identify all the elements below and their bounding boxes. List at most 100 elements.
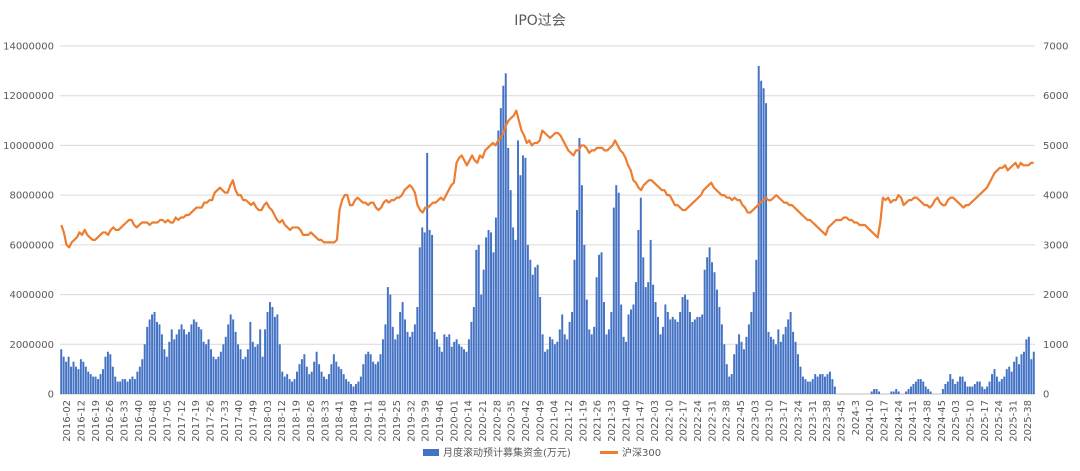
bar (674, 319, 677, 394)
bar (200, 329, 203, 394)
bar-series (60, 65, 1035, 395)
x-tick-label: 2023-38 (822, 400, 833, 442)
bar (504, 73, 507, 394)
bar (1025, 339, 1028, 394)
bar (701, 314, 704, 394)
bar (350, 384, 352, 394)
bar (681, 297, 684, 394)
bar (784, 326, 787, 394)
x-tick-label: 2016-48 (148, 400, 159, 442)
bar (814, 374, 817, 394)
bar (423, 232, 426, 394)
x-tick-label: 2020-01 (449, 400, 460, 442)
bar (944, 384, 947, 394)
bar (571, 311, 574, 394)
bar (227, 324, 230, 394)
bar (389, 294, 392, 394)
bar (362, 364, 365, 394)
x-tick-label: 2022-10 (664, 400, 675, 442)
bar (111, 366, 114, 394)
bar (288, 379, 291, 394)
bar (892, 391, 895, 394)
bar (946, 381, 949, 394)
bar (394, 339, 397, 394)
bar (873, 389, 876, 394)
bar (1013, 361, 1016, 394)
bar (239, 349, 242, 394)
bar (84, 366, 87, 394)
bar (914, 381, 917, 394)
bar (381, 339, 384, 394)
bar (696, 316, 699, 394)
bar (593, 326, 596, 394)
bar (1003, 376, 1006, 394)
bar (74, 366, 77, 394)
bar (691, 321, 694, 394)
x-tick-label: 2023-24 (793, 400, 804, 442)
x-axis-ticks: 2016-02 2016-12 2016-19 2016-26 2016-33 2016-… (62, 400, 1034, 442)
bar (703, 269, 706, 394)
bar (929, 391, 932, 394)
x-tick-label: 2022-45 (736, 400, 747, 442)
bar (141, 359, 144, 394)
bar (133, 379, 136, 394)
bar (94, 376, 97, 394)
bar (949, 374, 952, 394)
bar (551, 339, 554, 394)
bar (131, 376, 134, 394)
bar (458, 344, 461, 394)
bar (178, 329, 181, 394)
bar (718, 307, 721, 394)
bar (244, 356, 247, 394)
bar (109, 354, 112, 394)
bar (293, 379, 296, 394)
bar (723, 344, 726, 394)
bar (499, 108, 502, 394)
bar (470, 321, 473, 394)
bar (347, 381, 350, 394)
bar (291, 381, 294, 394)
bar (136, 371, 139, 394)
bar (490, 232, 492, 394)
x-tick-label: 2018-33 (320, 400, 331, 442)
left-tick-label: 4000000 (9, 290, 54, 301)
bar (688, 311, 691, 394)
bar (912, 384, 915, 394)
bar (323, 376, 325, 394)
bar (585, 299, 588, 394)
left-tick-label: 12000000 (3, 91, 54, 102)
bar (146, 326, 149, 394)
x-tick-label: 2021-26 (593, 400, 604, 442)
bar (661, 326, 664, 394)
bar (512, 227, 515, 394)
legend-label-bar: 月度滚动预计募集资金(万元) (443, 446, 571, 459)
bar (600, 252, 603, 394)
bar (180, 324, 183, 394)
x-tick-label: 2017-26 (206, 400, 217, 442)
bar (531, 274, 534, 394)
bar (205, 344, 208, 394)
bar (465, 351, 468, 394)
bar (927, 389, 930, 394)
bar (878, 391, 881, 394)
bar (332, 354, 335, 394)
x-tick-label: 2016-02 (62, 400, 73, 442)
bar (971, 386, 974, 394)
bar (615, 185, 618, 394)
bar (907, 389, 910, 394)
bar (620, 304, 623, 394)
bar (622, 336, 625, 394)
x-tick-label: 2025-38 (1023, 400, 1034, 442)
bar (374, 364, 377, 394)
bar (679, 311, 682, 394)
bar (652, 284, 655, 394)
x-tick-label: 2020-21 (478, 400, 489, 442)
x-tick-label: 2023-31 (808, 400, 819, 442)
bar (92, 376, 95, 394)
bar (833, 386, 836, 394)
bar (647, 282, 650, 394)
x-tick-label: 2023-17 (779, 400, 790, 442)
bar (408, 336, 411, 394)
